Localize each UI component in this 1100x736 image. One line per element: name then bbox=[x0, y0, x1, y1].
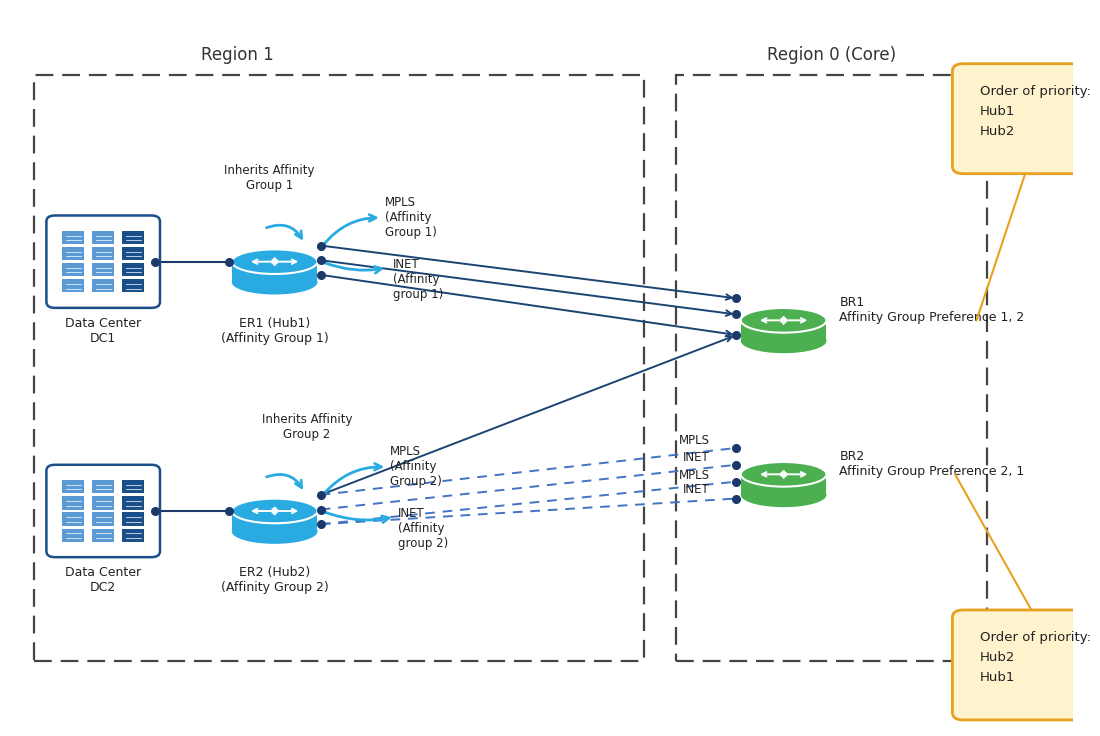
Text: INET: INET bbox=[683, 484, 710, 496]
Bar bbox=[232, 262, 318, 282]
Bar bbox=[122, 512, 144, 526]
Ellipse shape bbox=[232, 519, 318, 544]
Ellipse shape bbox=[232, 499, 318, 523]
Bar bbox=[63, 480, 84, 493]
Ellipse shape bbox=[232, 250, 318, 274]
Bar bbox=[63, 263, 84, 276]
Bar bbox=[63, 528, 84, 542]
Text: ER2 (Hub2)
(Affinity Group 2): ER2 (Hub2) (Affinity Group 2) bbox=[221, 566, 329, 594]
Text: Inherits Affinity
Group 2: Inherits Affinity Group 2 bbox=[262, 414, 352, 442]
Text: INET
(Affinity
group 1): INET (Affinity group 1) bbox=[393, 258, 443, 301]
Bar bbox=[92, 512, 114, 526]
Text: Region 1: Region 1 bbox=[201, 46, 274, 64]
FancyBboxPatch shape bbox=[46, 216, 160, 308]
Bar bbox=[92, 231, 114, 244]
Bar bbox=[63, 512, 84, 526]
Text: MPLS: MPLS bbox=[679, 434, 710, 447]
Bar bbox=[676, 75, 987, 661]
Bar bbox=[92, 263, 114, 276]
Bar bbox=[92, 528, 114, 542]
Text: Order of priority:
Hub2
Hub1: Order of priority: Hub2 Hub1 bbox=[980, 631, 1091, 684]
FancyBboxPatch shape bbox=[46, 465, 160, 557]
Bar bbox=[63, 279, 84, 292]
Ellipse shape bbox=[740, 483, 826, 507]
Text: INET
(Affinity
group 2): INET (Affinity group 2) bbox=[398, 507, 448, 551]
Bar bbox=[122, 231, 144, 244]
Text: MPLS
(Affinity
Group 1): MPLS (Affinity Group 1) bbox=[385, 196, 437, 238]
Bar bbox=[63, 496, 84, 509]
Bar bbox=[740, 320, 826, 341]
Bar bbox=[122, 480, 144, 493]
Text: ER1 (Hub1)
(Affinity Group 1): ER1 (Hub1) (Affinity Group 1) bbox=[221, 316, 329, 344]
Text: Data Center
DC2: Data Center DC2 bbox=[65, 566, 141, 594]
Text: MPLS
(Affinity
Group 2): MPLS (Affinity Group 2) bbox=[390, 445, 442, 488]
Bar bbox=[122, 247, 144, 261]
Ellipse shape bbox=[740, 328, 826, 353]
Bar bbox=[92, 496, 114, 509]
Text: Data Center
DC1: Data Center DC1 bbox=[65, 316, 141, 344]
Text: MPLS: MPLS bbox=[679, 470, 710, 482]
Bar bbox=[92, 279, 114, 292]
Bar bbox=[122, 528, 144, 542]
FancyBboxPatch shape bbox=[953, 610, 1100, 720]
Text: Order of priority:
Hub1
Hub2: Order of priority: Hub1 Hub2 bbox=[980, 85, 1091, 138]
Text: BR1
Affinity Group Preference 1, 2: BR1 Affinity Group Preference 1, 2 bbox=[839, 296, 1024, 324]
Bar bbox=[33, 75, 645, 661]
Text: BR2
Affinity Group Preference 2, 1: BR2 Affinity Group Preference 2, 1 bbox=[839, 450, 1024, 478]
Text: Inherits Affinity
Group 1: Inherits Affinity Group 1 bbox=[224, 164, 315, 192]
Text: INET: INET bbox=[683, 451, 710, 464]
Text: Region 0 (Core): Region 0 (Core) bbox=[768, 46, 896, 64]
Bar bbox=[92, 480, 114, 493]
Ellipse shape bbox=[740, 308, 826, 333]
Bar bbox=[63, 231, 84, 244]
Ellipse shape bbox=[232, 270, 318, 294]
Bar bbox=[122, 263, 144, 276]
Bar bbox=[122, 279, 144, 292]
Bar bbox=[122, 496, 144, 509]
Ellipse shape bbox=[740, 462, 826, 486]
Bar bbox=[740, 474, 826, 495]
Bar bbox=[232, 511, 318, 531]
Bar bbox=[63, 247, 84, 261]
Bar bbox=[92, 247, 114, 261]
FancyBboxPatch shape bbox=[953, 64, 1100, 174]
